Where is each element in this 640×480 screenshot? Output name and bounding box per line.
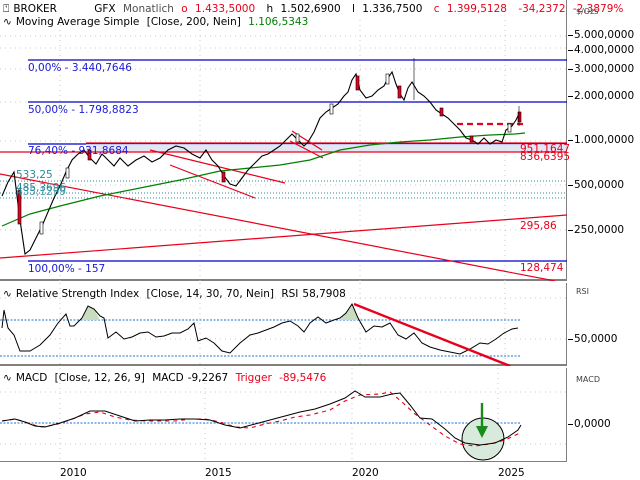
ytick: 3.000,0000 — [568, 63, 634, 75]
macd-pane[interactable]: ∿ MACD [Close, 12, 26, 9] MACD -9,2267 Tri… — [0, 368, 567, 462]
period-label: Monatlich — [122, 3, 174, 15]
rsi-unit-label: RSI — [576, 287, 589, 296]
ytick: 500,0000 — [568, 179, 624, 191]
ytick: 250,0000 — [568, 224, 624, 236]
rsi-plot[interactable] — [0, 283, 567, 366]
rsi-pane[interactable]: ∿ Relative Strength Index [Close, 14, 30,… — [0, 283, 567, 366]
fib-50-label: 50,00% - 1.798,8823 — [28, 104, 139, 116]
trend-down-label: 128,474 — [520, 262, 564, 274]
fib-76-label: 76,40% - 931,8684 — [28, 145, 129, 157]
indicator-wave-icon: ∿ — [3, 16, 12, 28]
fib-100-label: 100,00% - 157 — [28, 263, 106, 275]
symbol-label: BROKER — [13, 3, 57, 15]
macd-plot[interactable] — [0, 368, 567, 462]
ytick: 5.000,0000 — [568, 29, 634, 41]
xtick: 2020 — [352, 467, 379, 479]
rsi-value: 58,7908 — [302, 288, 346, 300]
ytick: 0,0000 — [568, 418, 611, 430]
level-533-label: 533,25 — [16, 169, 53, 181]
ytick: 4.000,0000 — [568, 44, 634, 56]
level-435-label: 435,1299 — [16, 186, 67, 198]
price-pane[interactable]: ⍞ BROKER GFX Monatlich o 1.433,5000 h 1.5… — [0, 0, 623, 281]
level-951-label: 951,1647 — [520, 143, 571, 155]
macd-value: -9,2267 — [187, 372, 229, 384]
ytick: 2.000,0000 — [568, 90, 634, 102]
price-plot[interactable] — [0, 0, 567, 281]
level-485-label: 485,3696 — [16, 182, 67, 194]
change-pct-value: -2,3879% — [572, 3, 624, 15]
ytick: 50,0000 — [568, 333, 617, 345]
level-836-label: 836,6395 — [520, 151, 571, 163]
xtick: 2015 — [205, 467, 232, 479]
exchange-label: GFX — [94, 3, 116, 15]
xtick: 2025 — [498, 467, 525, 479]
ma-value: 1.106,5343 — [248, 16, 309, 28]
trigger-value: Trigger -89,5476 — [235, 372, 327, 384]
ma-legend[interactable]: ∿ Moving Average Simple [Close, 200, Nein… — [3, 16, 309, 28]
open-value: o 1.433,5000 — [181, 3, 256, 15]
indicator-wave-icon: ∿ — [3, 288, 12, 300]
ytick: 1.000,0000 — [568, 134, 634, 146]
y-axis[interactable]: $/Ozs 5.000,0000 4.000,0000 3.000,0000 2… — [568, 0, 640, 480]
rsi-legend[interactable]: ∿ Relative Strength Index [Close, 14, 30,… — [3, 288, 346, 300]
macd-legend[interactable]: ∿ MACD [Close, 12, 26, 9] MACD -9,2267 Tri… — [3, 372, 334, 384]
candlestick-icon: ⍞ — [3, 3, 10, 15]
low-value: l 1.336,7500 — [351, 3, 423, 15]
indicator-wave-icon: ∿ — [3, 372, 12, 384]
high-value: h 1.502,6900 — [266, 3, 341, 15]
close-value: c 1.399,5128 — [433, 3, 507, 15]
fib-0-label: 0,00% - 3.440,7646 — [28, 62, 132, 74]
price-legend: ⍞ BROKER GFX Monatlich o 1.433,5000 h 1.5… — [3, 3, 627, 15]
change-value: -34,2372 — [518, 3, 566, 15]
trend-up-label: 295,86 — [520, 220, 557, 232]
unit-label: $/Ozs — [576, 7, 599, 16]
macd-unit-label: MACD — [576, 375, 600, 384]
xtick: 2010 — [60, 467, 87, 479]
